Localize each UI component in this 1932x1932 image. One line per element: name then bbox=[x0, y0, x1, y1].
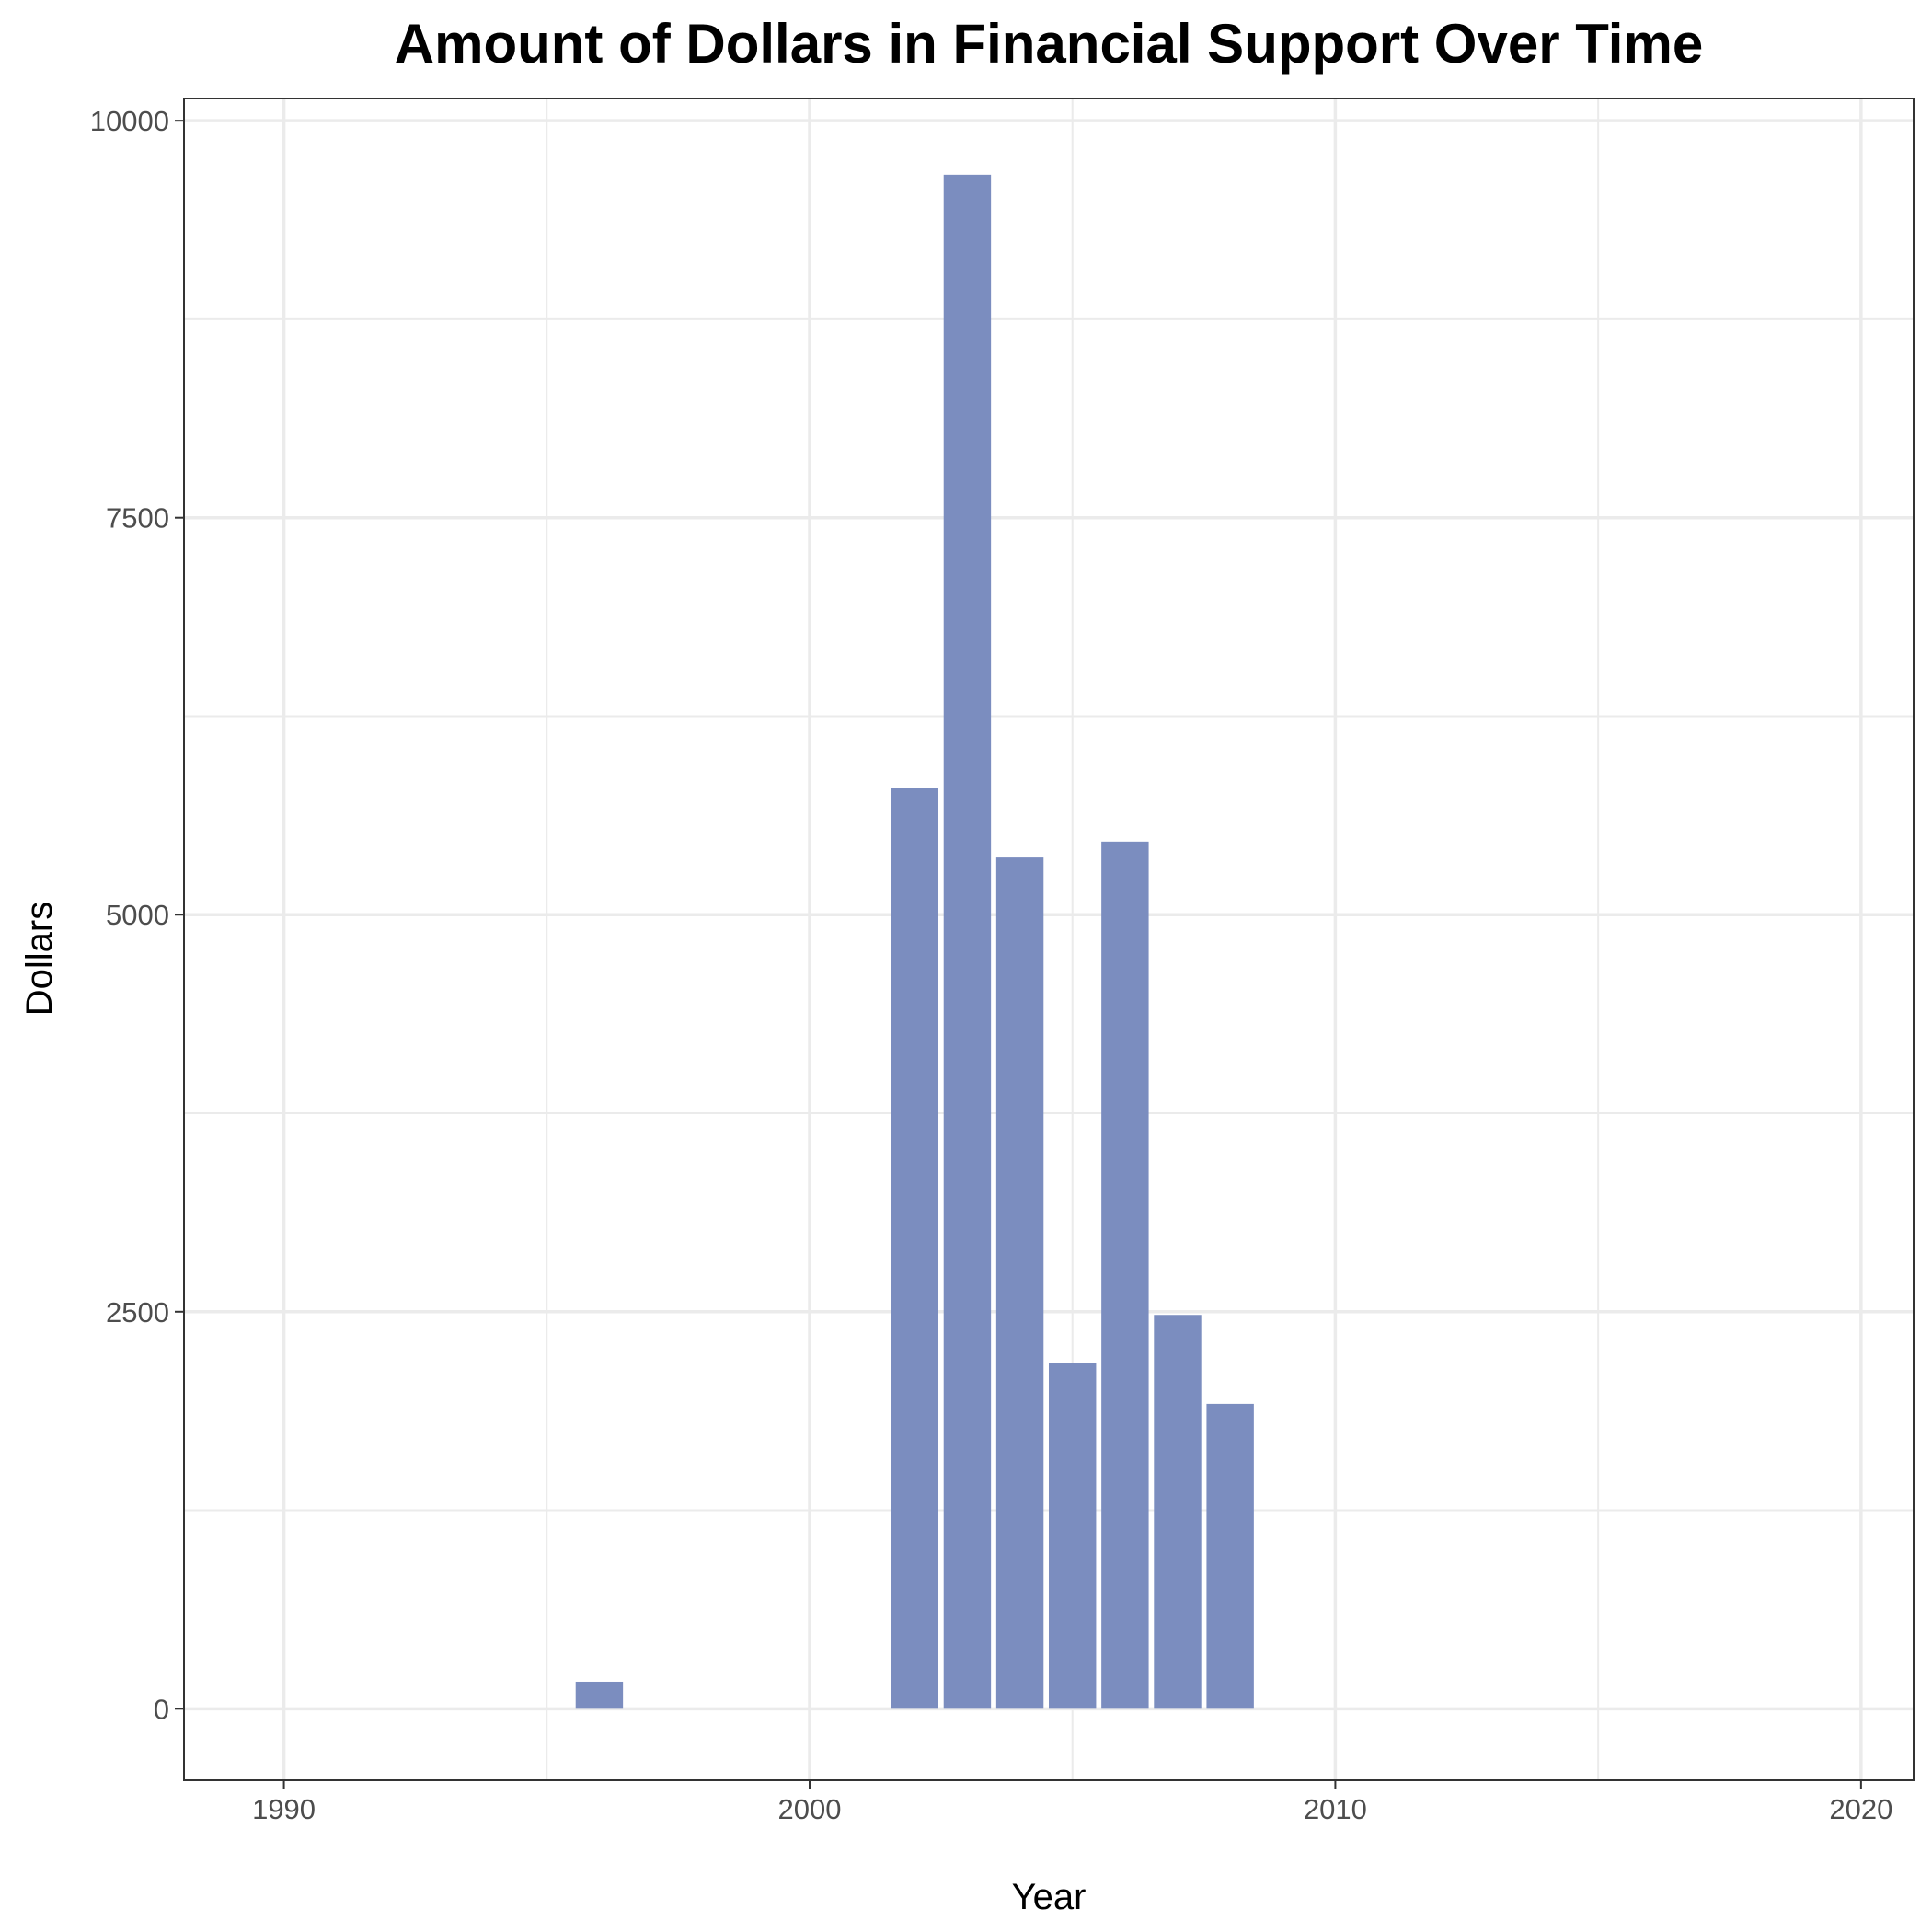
y-axis-title: Dollars bbox=[19, 902, 60, 1016]
bar-2004 bbox=[995, 857, 1044, 1709]
bar-2007 bbox=[1154, 1315, 1202, 1709]
y-tick-label: 0 bbox=[154, 1693, 169, 1725]
panel-border bbox=[183, 98, 1915, 1781]
grid-lines bbox=[184, 98, 1914, 1780]
y-tick-label: 2500 bbox=[106, 1296, 169, 1328]
x-tick-label: 2000 bbox=[778, 1793, 842, 1825]
axis-ticks: 1990 2000 2010 2020 0 2500 5000 7500 10000 bbox=[90, 105, 1893, 1825]
x-axis-title: Year bbox=[1012, 1877, 1087, 1917]
bar-2008 bbox=[1206, 1403, 1254, 1709]
bars bbox=[575, 174, 1254, 1709]
y-tick-label: 5000 bbox=[106, 899, 169, 931]
bar-1996 bbox=[575, 1681, 624, 1709]
x-tick-label: 2020 bbox=[1829, 1793, 1892, 1825]
y-tick-label: 7500 bbox=[106, 502, 169, 535]
bar-2002 bbox=[891, 788, 938, 1709]
bar-2005 bbox=[1049, 1363, 1097, 1709]
x-tick-label: 2010 bbox=[1304, 1793, 1367, 1825]
y-tick-label: 10000 bbox=[90, 105, 169, 137]
x-tick-label: 1990 bbox=[252, 1793, 316, 1825]
bar-2003 bbox=[943, 174, 992, 1709]
chart-title: Amount of Dollars in Financial Support O… bbox=[395, 13, 1703, 75]
bar-2006 bbox=[1101, 841, 1149, 1709]
